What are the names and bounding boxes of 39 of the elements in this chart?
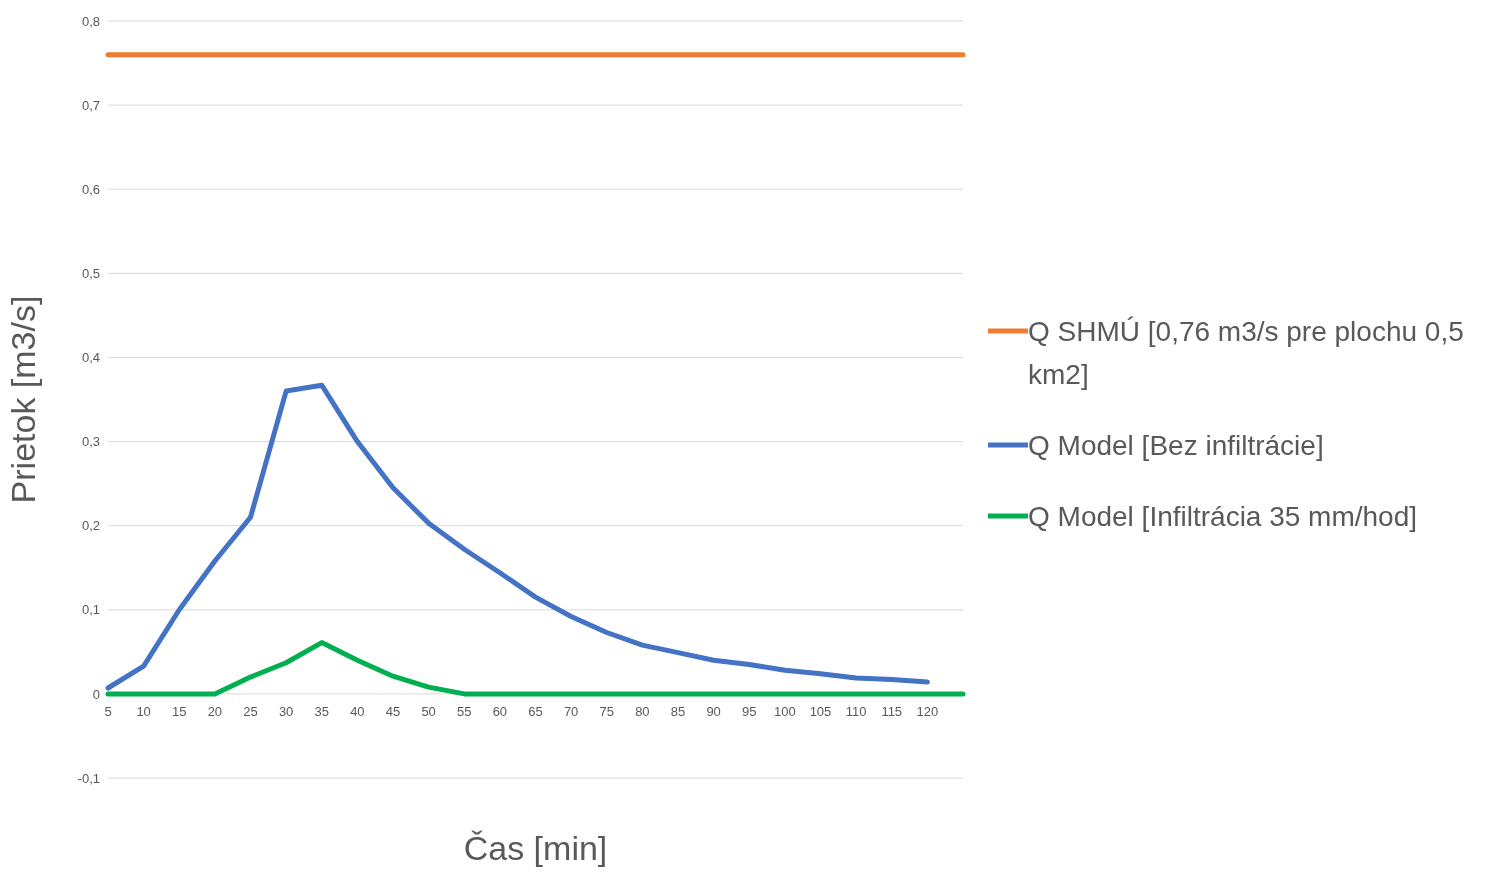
y-tick-label: -0,1 (77, 770, 100, 786)
x-tick-label: 15 (172, 703, 187, 719)
x-tick-label: 10 (136, 703, 151, 719)
x-tick-label: 65 (528, 703, 543, 719)
x-tick-label: 30 (278, 703, 294, 719)
y-tick-label: 0,8 (81, 13, 100, 29)
x-tick-label: 35 (314, 703, 329, 719)
x-tick-label: 85 (670, 703, 686, 719)
x-tick-label: 75 (599, 703, 614, 719)
x-tick-label: 55 (457, 703, 472, 719)
x-tick-label: 110 (845, 703, 867, 719)
legend-label: Q Model [Infiltrácia 35 mm/hod] (1028, 500, 1419, 534)
x-tick-label: 115 (881, 703, 903, 719)
y-tick-label: 0,7 (81, 97, 100, 113)
x-tick-label: 5 (104, 703, 112, 719)
y-tick-label: 0,1 (81, 602, 100, 618)
x-tick-label: 40 (350, 703, 365, 719)
x-tick-label: 50 (421, 703, 436, 719)
x-tick-label: 105 (809, 703, 832, 719)
x-tick-label: 95 (742, 703, 757, 719)
y-tick-label: 0,2 (81, 518, 100, 534)
y-tick-label: 0,3 (81, 434, 100, 450)
x-tick-label: 90 (706, 703, 721, 719)
x-tick-label: 60 (492, 703, 508, 719)
legend-label: Q SHMÚ [0,76 m3/s pre plochu 0,5 km2] (1028, 315, 1465, 392)
y-axis-title: Prietok [m3/s] (4, 295, 43, 504)
legend-label: Q Model [Bez infiltrácie] (1028, 429, 1325, 463)
x-axis-title: Čas [min] (463, 829, 608, 867)
y-tick-label: 0,6 (81, 181, 100, 197)
y-tick-label: 0 (92, 686, 100, 702)
x-tick-label: 120 (916, 703, 939, 719)
x-tick-label: 100 (774, 703, 796, 719)
y-tick-label: 0,4 (81, 350, 100, 366)
x-tick-label: 80 (635, 703, 650, 719)
x-tick-label: 45 (385, 703, 401, 719)
y-tick-label: 0,5 (81, 265, 100, 281)
x-tick-label: 70 (563, 703, 579, 719)
x-tick-label: 20 (207, 703, 223, 719)
x-tick-label: 25 (243, 703, 258, 719)
